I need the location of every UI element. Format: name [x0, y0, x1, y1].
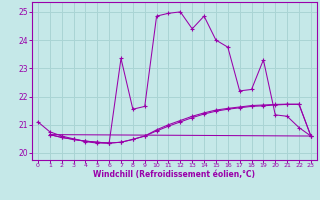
X-axis label: Windchill (Refroidissement éolien,°C): Windchill (Refroidissement éolien,°C) [93, 170, 255, 179]
